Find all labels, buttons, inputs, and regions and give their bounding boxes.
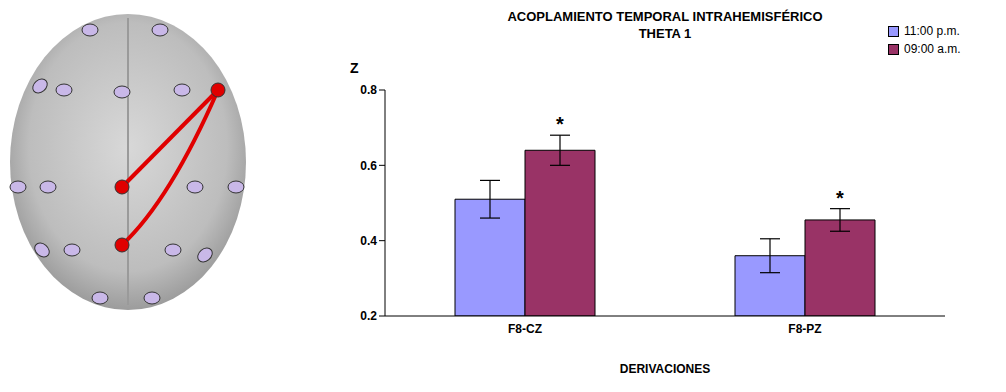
svg-text:DERIVACIONES: DERIVACIONES bbox=[620, 362, 710, 376]
svg-text:F8-CZ: F8-CZ bbox=[508, 322, 542, 336]
svg-text:F8-PZ: F8-PZ bbox=[788, 322, 821, 336]
html-text:09:00 a.m.: 09:00 a.m. bbox=[904, 42, 961, 56]
html-text:THETA 1: THETA 1 bbox=[638, 26, 692, 41]
html-text:ACOPLAMIENTO TEMPORAL INTRAHEM: ACOPLAMIENTO TEMPORAL INTRAHEMISFÉRICO bbox=[507, 9, 823, 24]
html-text:11:00 p.m.: 11:00 p.m. bbox=[904, 24, 960, 38]
svg-text:0.6: 0.6 bbox=[360, 159, 377, 173]
svg-text:0.4: 0.4 bbox=[360, 234, 377, 248]
html-text:Z: Z bbox=[350, 60, 359, 76]
svg-text:0.2: 0.2 bbox=[360, 309, 377, 323]
svg-text:*: * bbox=[836, 187, 844, 209]
svg-text:0.8: 0.8 bbox=[360, 83, 377, 97]
svg-text:*: * bbox=[556, 113, 564, 135]
